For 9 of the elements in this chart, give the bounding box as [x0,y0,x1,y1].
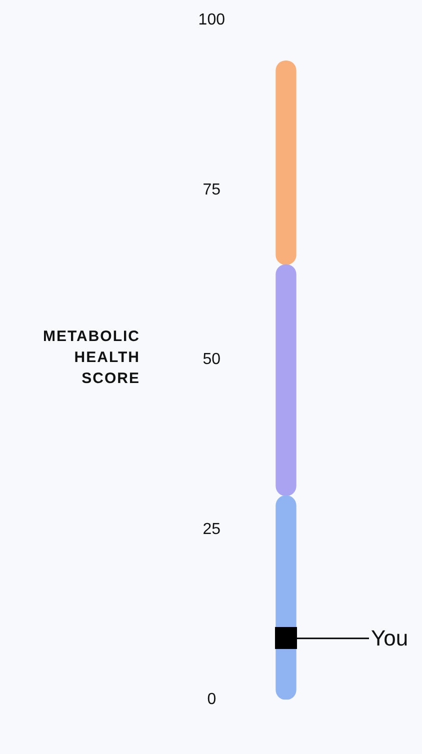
y-tick-label: 25 [202,521,221,538]
y-tick-label: 0 [207,691,216,708]
y-tick-label: 75 [202,181,221,198]
bar [276,60,296,265]
bar [276,264,296,496]
ref-line-label: You [371,626,408,650]
y-tick-label: 50 [202,351,221,368]
y-tick-label: 100 [198,11,226,28]
y-axis-title: METABOLIC HEALTH SCORE [42,327,140,389]
